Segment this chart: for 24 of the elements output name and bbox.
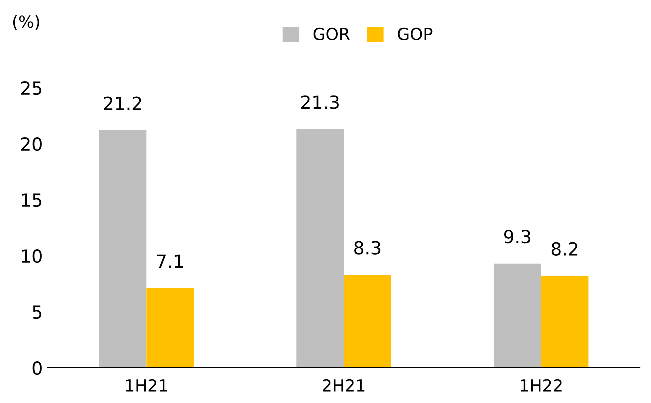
y-tick-label: 0 bbox=[32, 361, 42, 376]
bar bbox=[296, 129, 344, 368]
legend-label: GOP bbox=[398, 28, 433, 40]
y-tick-label: 25 bbox=[21, 81, 42, 96]
data-label: 8.2 bbox=[552, 242, 578, 256]
y-tick-label: 15 bbox=[22, 194, 42, 208]
data-label: 9.3 bbox=[504, 230, 531, 244]
legend-label: GOR bbox=[314, 28, 350, 40]
y-tick-label: 5 bbox=[33, 306, 42, 320]
x-tick-label: 1H22 bbox=[520, 379, 562, 392]
bar bbox=[99, 130, 147, 368]
y-tick-label: 20 bbox=[21, 137, 42, 152]
data-label: 8.3 bbox=[354, 241, 381, 255]
data-label: 21.2 bbox=[104, 96, 142, 110]
bar bbox=[494, 264, 542, 368]
bar bbox=[146, 288, 194, 368]
x-tick-label: 1H21 bbox=[126, 379, 168, 392]
bar bbox=[344, 275, 392, 368]
bar bbox=[541, 276, 589, 368]
y-tick-label: 10 bbox=[22, 249, 42, 264]
data-label: 21.3 bbox=[302, 96, 339, 110]
y-axis-title: (%) bbox=[13, 15, 40, 30]
x-tick-label: 2H21 bbox=[323, 379, 365, 392]
data-label: 7.1 bbox=[157, 254, 184, 268]
